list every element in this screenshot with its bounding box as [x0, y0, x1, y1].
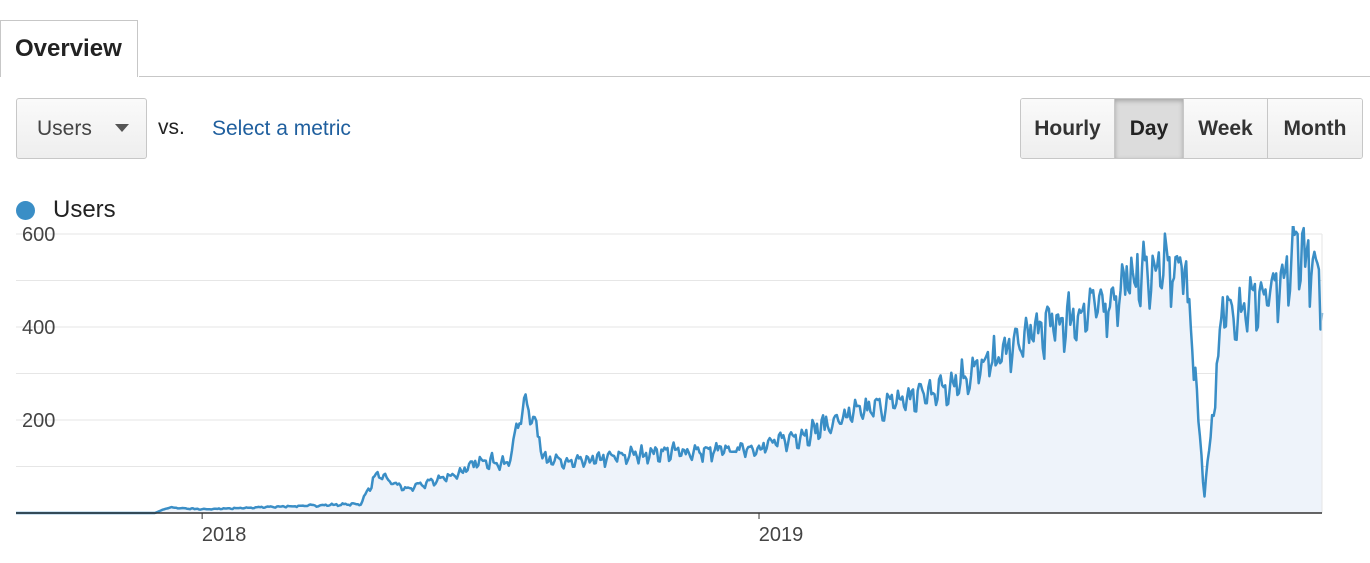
y-tick-label: 600 [22, 226, 55, 246]
users-series-area [16, 223, 1322, 513]
vs-label: vs. [158, 116, 185, 139]
granularity-button-group: Hourly Day Week Month [1020, 98, 1363, 159]
x-tick-label: 2018 [202, 524, 247, 546]
x-tick-label: 2019 [759, 524, 804, 546]
select-metric-link[interactable]: Select a metric [212, 117, 351, 140]
day-button[interactable]: Day [1115, 99, 1184, 158]
caret-down-icon [115, 124, 129, 132]
tab-bar: Overview [0, 0, 1370, 78]
y-tick-label: 200 [22, 410, 55, 432]
hourly-button[interactable]: Hourly [1021, 99, 1115, 158]
metric-dropdown-value: Users [37, 117, 92, 140]
tab-divider [139, 76, 1370, 77]
month-button[interactable]: Month [1268, 99, 1362, 158]
users-chart-svg: 600 400 200 2018 2019 [16, 222, 1324, 546]
tab-overview[interactable]: Overview [0, 20, 138, 77]
tab-overview-label: Overview [15, 35, 122, 62]
legend-label-users: Users [53, 196, 116, 223]
users-chart: 600 400 200 2018 2019 [0, 222, 1370, 558]
week-button[interactable]: Week [1184, 99, 1268, 158]
metric-dropdown[interactable]: Users [16, 98, 147, 159]
y-tick-label: 400 [22, 317, 55, 339]
users-series-line [16, 222, 1324, 515]
legend-dot-icon [16, 201, 35, 220]
